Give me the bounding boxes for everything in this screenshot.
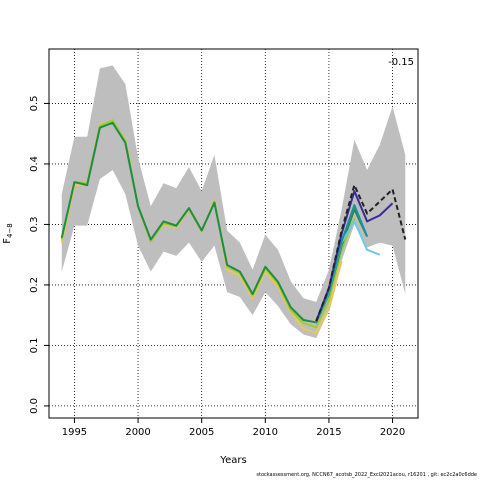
x-tick-label: 2020 — [380, 427, 405, 438]
x-axis-title: Years — [219, 455, 246, 466]
x-tick-label: 2010 — [253, 427, 278, 438]
x-tick-label: 2015 — [316, 427, 341, 438]
y-tick-label: 0.2 — [29, 277, 40, 293]
confidence-band — [61, 65, 406, 339]
annotation-label: -0.15 — [388, 57, 414, 68]
x-tick-label: 2005 — [189, 427, 214, 438]
footer-note: stockassessment.org, NCCN67_acotsb_2022_… — [256, 472, 477, 478]
series-lines — [60, 119, 407, 335]
y-axis: 0.0 0.1 0.2 0.3 0.4 0.5 — [29, 95, 49, 414]
x-tick-label: 1995 — [62, 427, 87, 438]
y-tick-label: 0.5 — [29, 95, 40, 111]
y-axis-title-main: F — [2, 238, 13, 244]
plot-frame — [48, 48, 419, 419]
x-tick-label: 2000 — [125, 427, 150, 438]
y-tick-label: 0.1 — [29, 337, 40, 353]
series-line — [315, 184, 407, 322]
y-tick-label: 0.3 — [29, 216, 40, 232]
y-tick-label: 0.4 — [29, 156, 40, 172]
y-tick-label: 0.0 — [29, 398, 40, 414]
y-axis-title-subscript: 4−8 — [6, 223, 14, 238]
y-axis-title: F4−8 — [2, 223, 14, 244]
confidence-band-area — [61, 65, 406, 339]
x-axis: 1995 2000 2005 2010 2015 2020 — [62, 418, 405, 438]
